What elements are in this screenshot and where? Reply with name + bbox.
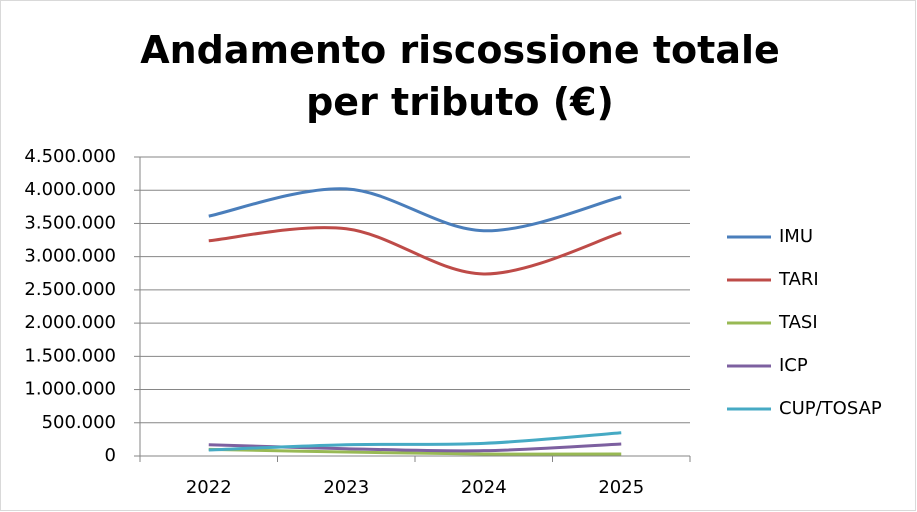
y-tick-label: 2.000.000 — [24, 312, 116, 333]
y-tick-label: 4.000.000 — [24, 179, 116, 200]
legend-label: IMU — [779, 226, 813, 247]
legend-label: TARI — [778, 269, 819, 290]
y-tick-label: 1.000.000 — [24, 379, 116, 400]
y-tick-label: 3.000.000 — [24, 246, 116, 267]
chart-title: Andamento riscossione totale per tributo… — [140, 28, 780, 124]
legend-label: CUP/TOSAP — [779, 398, 882, 419]
legend-label: TASI — [778, 312, 818, 333]
y-tick-label: 0 — [105, 445, 116, 466]
series-line — [208, 226, 622, 276]
y-tick-label: 1.500.000 — [24, 345, 116, 366]
x-tick-label: 2024 — [461, 477, 507, 498]
y-tick-label: 3.500.000 — [24, 212, 116, 233]
legend-label: ICP — [779, 355, 808, 376]
y-tick-label: 4.500.000 — [24, 146, 116, 167]
x-tick-label: 2022 — [186, 477, 232, 498]
y-tick-label: 2.500.000 — [24, 279, 116, 300]
x-tick-label: 2023 — [323, 477, 369, 498]
x-tick-label: 2025 — [598, 477, 644, 498]
y-tick-label: 500.000 — [42, 412, 116, 433]
series-line — [208, 187, 622, 233]
series-line — [208, 431, 622, 452]
series-line — [208, 447, 622, 456]
